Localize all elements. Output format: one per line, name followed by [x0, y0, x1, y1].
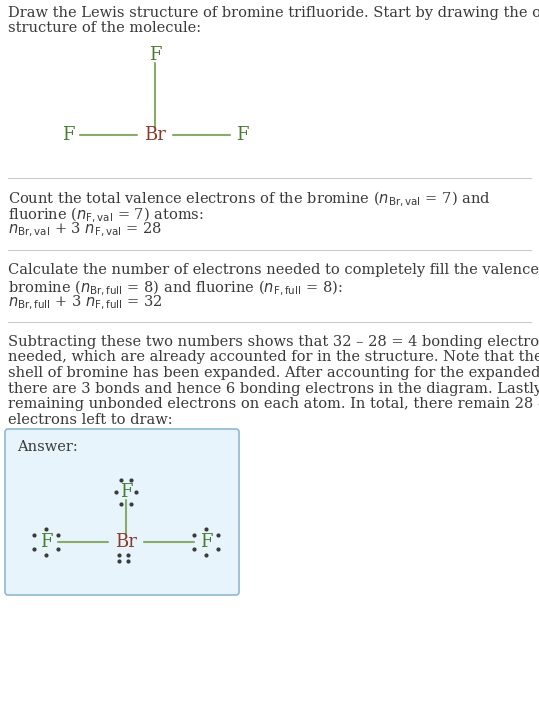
FancyBboxPatch shape	[5, 429, 239, 595]
Text: Draw the Lewis structure of bromine trifluoride. Start by drawing the overall: Draw the Lewis structure of bromine trif…	[8, 6, 539, 20]
Text: there are 3 bonds and hence 6 bonding electrons in the diagram. Lastly, fill in : there are 3 bonds and hence 6 bonding el…	[8, 381, 539, 395]
Text: F: F	[236, 126, 248, 144]
Text: fluorine ($n_{\mathrm{F,val}}$ = 7) atoms:: fluorine ($n_{\mathrm{F,val}}$ = 7) atom…	[8, 206, 204, 225]
Text: Answer:: Answer:	[17, 440, 78, 454]
Text: structure of the molecule:: structure of the molecule:	[8, 22, 201, 36]
Text: $n_{\mathrm{Br,full}}$ + 3 $n_{\mathrm{F,full}}$ = 32: $n_{\mathrm{Br,full}}$ + 3 $n_{\mathrm{F…	[8, 294, 163, 312]
Text: F: F	[120, 483, 132, 501]
Text: Subtracting these two numbers shows that 32 – 28 = 4 bonding electrons are: Subtracting these two numbers shows that…	[8, 335, 539, 349]
Text: F: F	[62, 126, 74, 144]
Text: needed, which are already accounted for in the structure. Note that the valence: needed, which are already accounted for …	[8, 350, 539, 364]
Text: $n_{\mathrm{Br,val}}$ + 3 $n_{\mathrm{F,val}}$ = 28: $n_{\mathrm{Br,val}}$ + 3 $n_{\mathrm{F,…	[8, 221, 162, 239]
Text: F: F	[200, 533, 212, 551]
Text: Br: Br	[144, 126, 166, 144]
Text: F: F	[40, 533, 52, 551]
Text: shell of bromine has been expanded. After accounting for the expanded valence,: shell of bromine has been expanded. Afte…	[8, 366, 539, 380]
Text: bromine ($n_{\mathrm{Br,full}}$ = 8) and fluorine ($n_{\mathrm{F,full}}$ = 8):: bromine ($n_{\mathrm{Br,full}}$ = 8) and…	[8, 279, 342, 298]
Text: F: F	[149, 46, 161, 64]
Text: Calculate the number of electrons needed to completely fill the valence shells f: Calculate the number of electrons needed…	[8, 263, 539, 277]
Text: electrons left to draw:: electrons left to draw:	[8, 413, 172, 427]
Text: Br: Br	[115, 533, 137, 551]
Text: Count the total valence electrons of the bromine ($n_{\mathrm{Br,val}}$ = 7) and: Count the total valence electrons of the…	[8, 190, 490, 209]
Text: remaining unbonded electrons on each atom. In total, there remain 28 – 6 = 22: remaining unbonded electrons on each ato…	[8, 397, 539, 411]
